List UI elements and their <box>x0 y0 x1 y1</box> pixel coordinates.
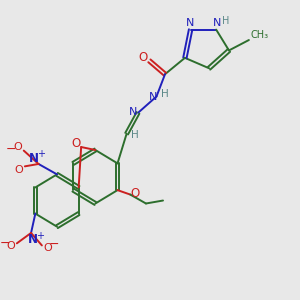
Text: N: N <box>186 18 194 28</box>
Text: O: O <box>71 137 81 150</box>
Text: O: O <box>139 51 148 64</box>
Text: N: N <box>129 107 137 117</box>
Text: O: O <box>44 243 52 253</box>
Text: N: N <box>28 152 38 165</box>
Text: −: − <box>6 142 16 156</box>
Text: +: + <box>36 231 44 241</box>
Text: H: H <box>222 16 229 26</box>
Text: N: N <box>149 92 157 102</box>
Text: CH₃: CH₃ <box>250 30 269 40</box>
Text: −: − <box>49 238 59 251</box>
Text: H: H <box>131 130 139 140</box>
Text: N: N <box>28 233 38 246</box>
Text: −: − <box>0 237 10 250</box>
Text: O: O <box>131 187 140 200</box>
Text: O: O <box>14 165 23 175</box>
Text: N: N <box>213 18 221 28</box>
Text: O: O <box>13 142 22 152</box>
Text: +: + <box>38 148 45 159</box>
Text: O: O <box>6 241 15 251</box>
Text: H: H <box>160 88 168 98</box>
